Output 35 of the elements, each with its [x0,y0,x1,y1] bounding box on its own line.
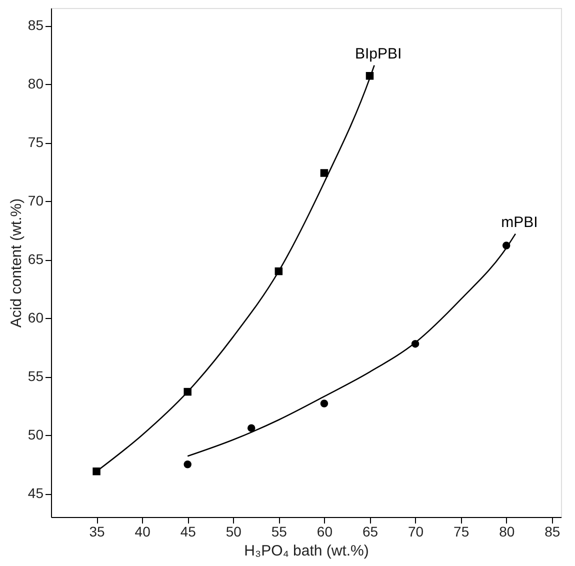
y-tick-label: 65 [28,251,44,268]
point [366,72,374,80]
point [274,267,283,276]
point [184,460,192,468]
x-tick-label: 65 [362,524,378,540]
point [411,340,420,348]
x-tick-label: 70 [408,524,424,540]
point [247,424,256,432]
x-tick-label: 40 [134,524,151,540]
y-tick-label: 50 [28,426,44,443]
x-tick-label: 75 [454,524,470,540]
series-label: mPBI [501,214,538,231]
y-tick-label: 70 [28,192,44,209]
x-tick-label: 55 [271,524,288,540]
point [92,467,100,476]
point [502,242,510,250]
y-tick-label: 75 [28,134,44,150]
y-tick-label: 80 [28,76,44,92]
x-tick-label: 45 [180,524,196,540]
x-tick-label: 80 [499,524,515,540]
point [320,400,328,408]
y-tick-label: 45 [28,485,44,502]
x-tick-label: 50 [226,524,242,540]
x-tick-label: 60 [316,524,333,540]
x-tick-label: 85 [544,524,560,540]
x-axis-title: H₃PO₄ bath (wt.%) [244,542,369,560]
point [184,388,192,396]
series-label: BIpPBI [354,45,402,62]
y-tick-label: 85 [28,17,44,34]
point [320,169,328,177]
y-tick-label: 55 [28,368,44,384]
line-series [186,233,516,457]
y-tick-label: 60 [28,310,44,326]
y-axis-title: Acid content (wt.%) [8,198,25,328]
x-tick-label: 35 [89,524,106,540]
